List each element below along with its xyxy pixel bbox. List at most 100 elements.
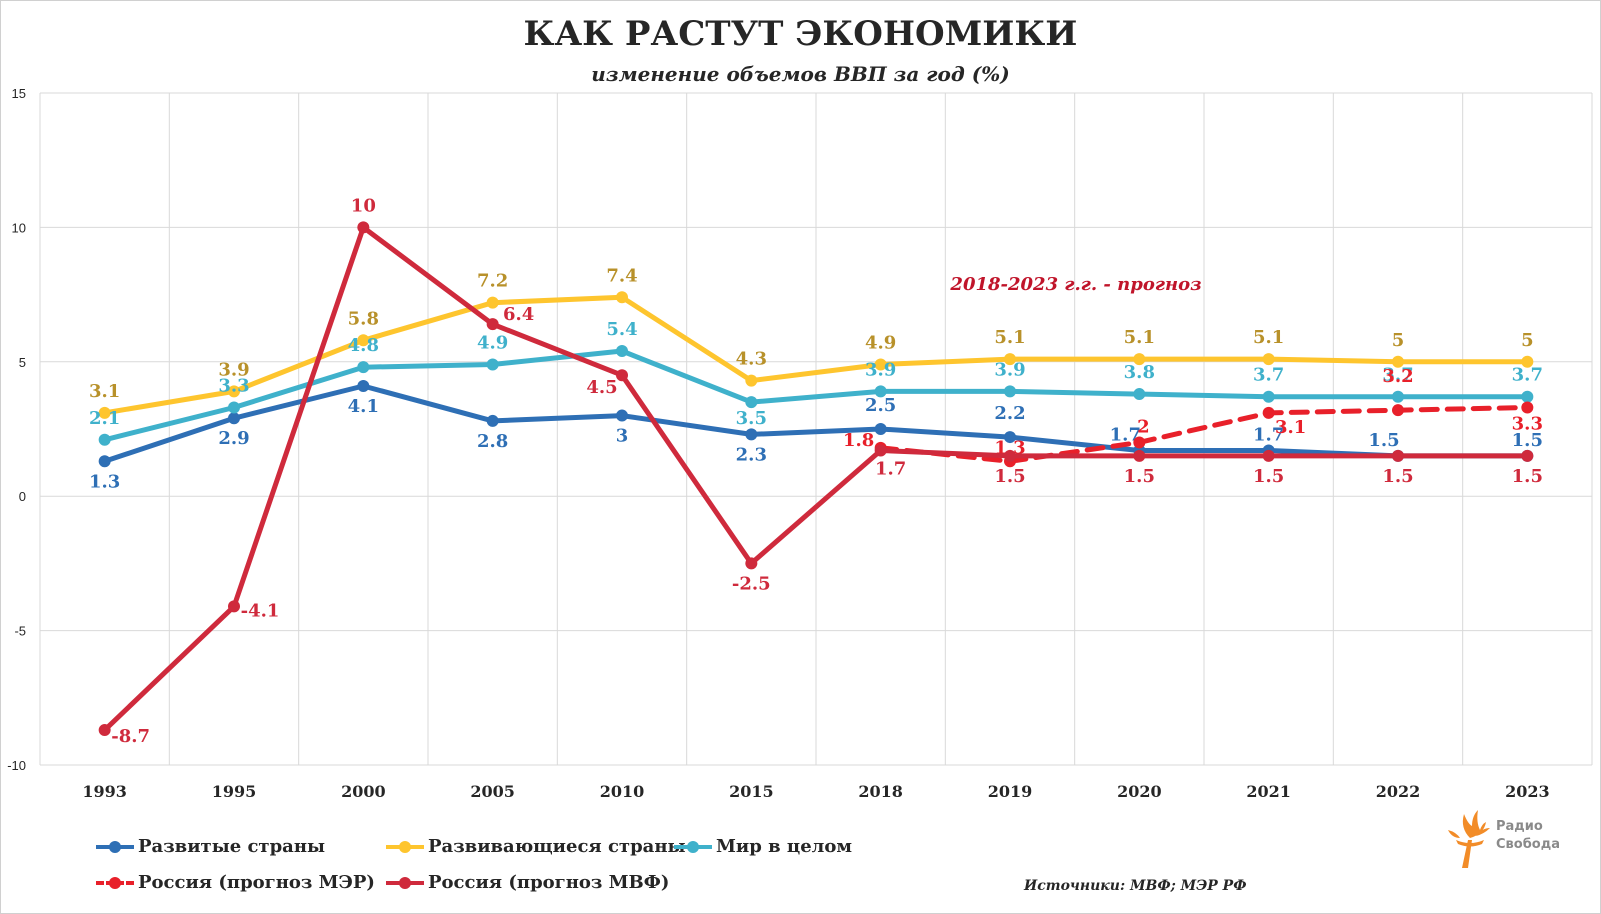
data-point [874,423,887,435]
legend-item-developed: Развитые страны [96,836,325,857]
legend-swatch [386,840,424,853]
data-label: 1.3 [994,437,1025,458]
data-point [228,412,240,425]
data-point [357,361,370,374]
data-point [228,401,240,414]
data-point [1392,404,1404,417]
data-point [1392,449,1404,462]
data-point [1004,449,1016,462]
y-tick-label: -5 [14,624,26,639]
data-label: 1.5 [1512,430,1543,451]
data-label: 3.1 [1275,417,1306,438]
data-label: 7.4 [606,265,637,286]
data-label: 5.8 [348,308,379,329]
data-point [874,385,887,398]
data-label: 3.9 [218,359,249,380]
data-point [357,334,370,347]
data-label: 3.7 [1253,365,1284,386]
legend-item-developing: Развивающиеся страны [386,836,686,857]
x-tick-label: 2010 [600,782,645,801]
data-label: 4.9 [477,332,508,353]
data-point [1262,353,1275,366]
data-point [745,396,758,409]
data-point [616,345,628,358]
data-point [486,296,499,309]
data-point [745,557,758,570]
data-label: 3 [616,426,629,447]
series-line [102,383,1530,464]
legend-item-russia-mer: Россия (прогноз МЭР) [96,872,375,893]
x-tick-label: 2021 [1246,782,1291,801]
data-label: 3.7 [1512,365,1543,386]
y-tick-label: 0 [19,489,26,504]
x-tick-label: 2005 [470,782,515,801]
data-label: -8.7 [111,726,150,747]
data-point [486,318,499,331]
legend-swatch [674,840,712,853]
data-label: 4.3 [736,349,767,370]
legend: Развитые страны Развивающиеся страны Мир… [96,836,852,906]
data-point [1004,431,1016,444]
data-point [1004,353,1016,366]
data-point [616,409,628,422]
data-point [1392,390,1404,403]
data-label: 2.8 [477,431,508,452]
data-point [486,358,499,371]
data-label: 3.2 [1382,366,1413,387]
x-tick-label: 2022 [1376,782,1421,801]
data-point [874,358,887,371]
data-label: 4.8 [348,335,379,356]
x-tick-label: 1995 [212,782,257,801]
data-label: 3.8 [1124,362,1155,383]
data-point [616,291,628,304]
legend-label: Россия (прогноз МЭР) [138,872,375,893]
data-point [1262,390,1275,403]
data-label: 2.5 [865,395,896,416]
data-point [1392,355,1404,368]
data-label: 1.7 [875,459,906,480]
data-label: 1.5 [1253,466,1284,487]
chart-subtitle: изменение объемов ВВП за год (%) [591,62,1010,86]
data-label: 3.5 [736,408,767,429]
data-point [1262,449,1275,462]
data-point [1133,353,1146,366]
x-tick-label: 2020 [1117,782,1162,801]
logo-line-2: Свобода [1496,837,1560,852]
radio-svoboda-logo[interactable]: Радио Свобода [1446,808,1576,878]
data-label: 4.1 [348,396,379,417]
logo-line-1: Радио [1496,819,1543,834]
series-line [102,348,1530,443]
data-label: 1.5 [1368,430,1399,451]
data-label: 1.5 [1382,466,1413,487]
data-label: 4.5 [586,377,617,398]
data-label: 6.4 [503,304,534,325]
data-label: 1.7 [1110,425,1141,446]
data-label: 2.3 [736,444,767,465]
x-tick-label: 2015 [729,782,774,801]
x-tick-label: 2023 [1505,782,1550,801]
data-label: 1.5 [994,466,1025,487]
data-label: 1.3 [89,471,120,492]
series-line [102,294,1530,416]
y-tick-label: -10 [7,758,26,773]
data-label: 2.1 [89,408,120,429]
data-point [1521,355,1534,368]
legend-item-world: Мир в целом [674,836,852,857]
legend-item-russia-imf: Россия (прогноз МВФ) [386,872,669,893]
legend-label: Россия (прогноз МВФ) [428,872,670,893]
data-label: -2.5 [732,573,771,594]
x-tick-label: 2018 [858,782,903,801]
data-point [874,444,887,457]
data-label: 3.7 [1382,365,1413,386]
legend-label: Мир в целом [716,836,852,857]
data-point [357,221,370,234]
data-point [1133,388,1146,401]
forecast-annotation: 2018-2023 г.г. - прогноз [949,274,1201,295]
data-point [357,379,370,392]
data-label: 3.9 [865,359,896,380]
data-label: 2.9 [218,428,249,449]
y-tick-label: 5 [19,355,26,370]
data-label: 5.1 [1124,327,1155,348]
legend-swatch [96,876,134,889]
